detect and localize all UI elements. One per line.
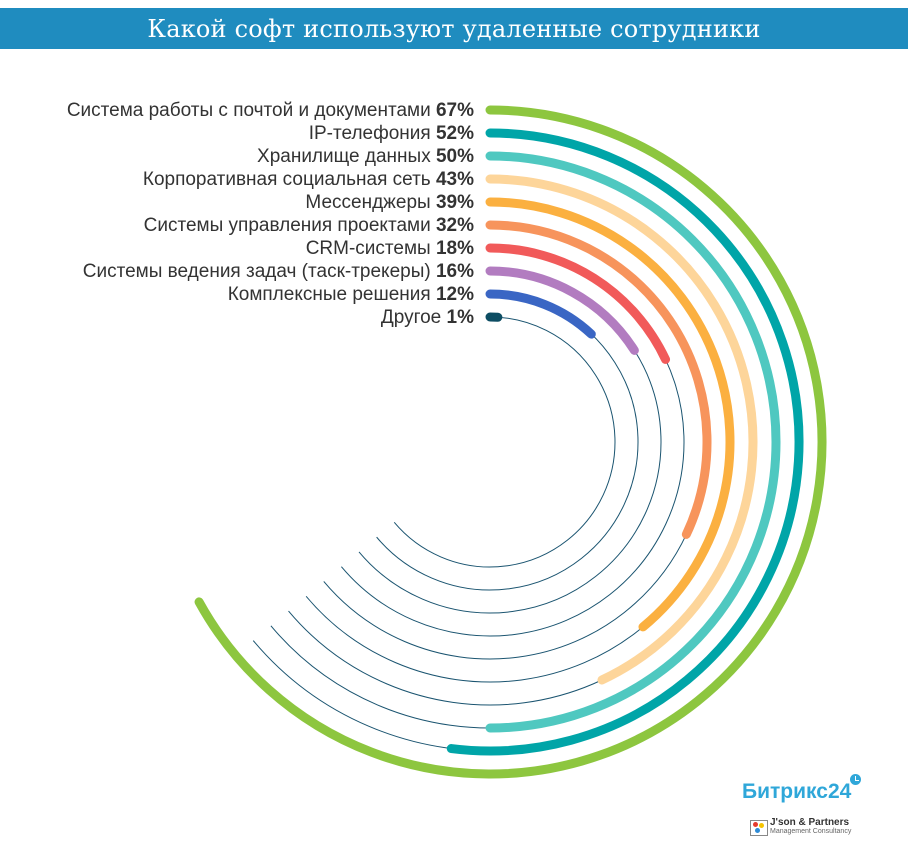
value-label-4: 39% bbox=[436, 192, 474, 213]
guide-arc-9 bbox=[393, 316, 616, 568]
category-label-6: CRM-системы 18% bbox=[306, 238, 474, 259]
value-label-5: 32% bbox=[436, 215, 474, 236]
bar-arc-3 bbox=[485, 174, 758, 685]
bar-arc-1 bbox=[446, 128, 804, 756]
value-label-2: 50% bbox=[436, 146, 474, 167]
category-name-7: Системы ведения задач (таск-трекеры) bbox=[83, 261, 436, 282]
value-label-9: 1% bbox=[447, 307, 475, 328]
partner-name: J'son & Partners bbox=[770, 817, 850, 828]
category-label-9: Другое 1% bbox=[381, 307, 474, 328]
bitrix24-logo: Битрикс24 bbox=[742, 780, 852, 803]
category-label-5: Системы управления проектами 32% bbox=[144, 215, 474, 236]
category-label-1: IP-телефония 52% bbox=[309, 123, 474, 144]
partner-logo-icon bbox=[750, 820, 768, 836]
partner-subtitle: Management Consultancy bbox=[770, 828, 852, 835]
partner-logo: J'son & Partners Management Consultancy bbox=[770, 817, 851, 836]
category-label-0: Система работы с почтой и документами 67… bbox=[67, 100, 474, 121]
category-label-3: Корпоративная социальная сеть 43% bbox=[143, 169, 474, 190]
value-label-6: 18% bbox=[436, 238, 474, 259]
category-label-7: Системы ведения задач (таск-трекеры) 16% bbox=[83, 261, 474, 282]
logos: Битрикс24 J'son & Partners Management Co… bbox=[742, 772, 872, 842]
guide-arc-8 bbox=[376, 293, 639, 591]
category-label-2: Хранилище данных 50% bbox=[257, 146, 474, 167]
category-name-6: CRM-системы bbox=[306, 238, 436, 259]
bar-arc-4 bbox=[485, 197, 735, 632]
category-label-4: Мессенджеры 39% bbox=[305, 192, 474, 213]
bar-arc-7 bbox=[485, 266, 639, 355]
category-name-1: IP-телефония bbox=[309, 123, 436, 144]
category-name-8: Комплексные решения bbox=[228, 284, 436, 305]
category-name-3: Корпоративная социальная сеть bbox=[143, 169, 436, 190]
category-label-8: Комплексные решения 12% bbox=[228, 284, 474, 305]
category-name-4: Мессенджеры bbox=[305, 192, 436, 213]
bar-arc-5 bbox=[485, 220, 712, 539]
value-label-3: 43% bbox=[436, 169, 474, 190]
value-label-8: 12% bbox=[436, 284, 474, 305]
bar-arc-0 bbox=[194, 105, 827, 779]
page-title: Какой софт используют удаленные сотрудни… bbox=[147, 14, 761, 43]
bar-arc-6 bbox=[485, 243, 671, 364]
category-name-0: Система работы с почтой и документами bbox=[67, 100, 436, 121]
value-label-1: 52% bbox=[436, 123, 474, 144]
bar-arc-8 bbox=[485, 289, 596, 339]
title-bar: Какой софт используют удаленные сотрудни… bbox=[0, 8, 908, 49]
clock-icon bbox=[850, 774, 861, 785]
category-name-5: Системы управления проектами bbox=[144, 215, 436, 236]
category-name-2: Хранилище данных bbox=[257, 146, 436, 167]
value-label-7: 16% bbox=[436, 261, 474, 282]
bar-arc-2 bbox=[485, 151, 781, 733]
value-label-0: 67% bbox=[436, 100, 474, 121]
category-name-9: Другое bbox=[381, 307, 447, 328]
